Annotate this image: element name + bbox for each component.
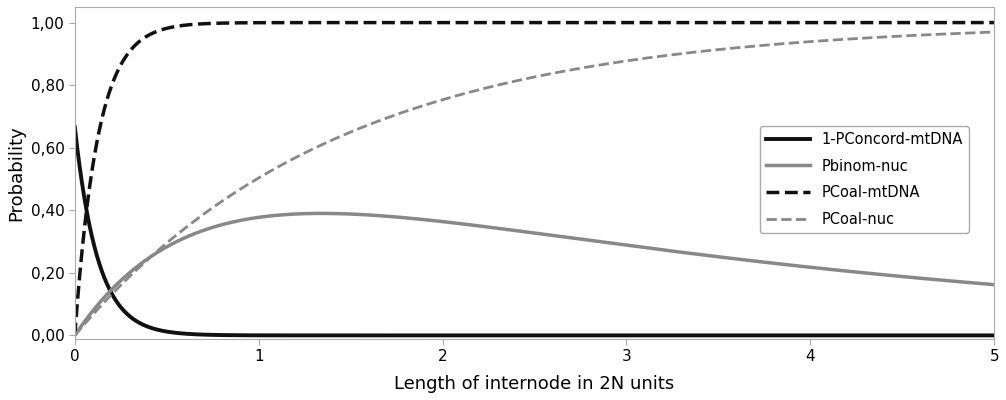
PCoal-nuc bbox=[461, 90, 473, 95]
Pbinom-nuc bbox=[871, 272, 883, 276]
1-PConcord-mtDNA bbox=[871, 333, 883, 338]
PCoal-nuc bbox=[228, 191, 240, 196]
Pbinom-nuc bbox=[422, 218, 434, 222]
Pbinom-nuc bbox=[228, 219, 240, 224]
1-PConcord-mtDNA bbox=[988, 333, 1000, 338]
PCoal-nuc bbox=[68, 333, 80, 338]
1-PConcord-mtDNA bbox=[174, 331, 186, 336]
Y-axis label: Probability: Probability bbox=[7, 125, 25, 221]
PCoal-mtDNA bbox=[971, 20, 983, 25]
X-axis label: Length of internode in 2N units: Length of internode in 2N units bbox=[394, 375, 675, 393]
Pbinom-nuc bbox=[971, 281, 983, 286]
Pbinom-nuc bbox=[68, 333, 80, 338]
Legend: 1-PConcord-mtDNA, Pbinom-nuc, PCoal-mtDNA, PCoal-nuc: 1-PConcord-mtDNA, Pbinom-nuc, PCoal-mtDN… bbox=[761, 126, 969, 233]
Pbinom-nuc bbox=[462, 222, 474, 227]
Line: 1-PConcord-mtDNA: 1-PConcord-mtDNA bbox=[74, 127, 994, 335]
1-PConcord-mtDNA bbox=[970, 333, 982, 338]
PCoal-mtDNA bbox=[871, 20, 883, 25]
PCoal-mtDNA bbox=[422, 20, 434, 25]
Line: Pbinom-nuc: Pbinom-nuc bbox=[74, 213, 994, 335]
PCoal-nuc bbox=[422, 102, 434, 107]
PCoal-nuc bbox=[174, 230, 186, 235]
PCoal-mtDNA bbox=[68, 333, 80, 338]
1-PConcord-mtDNA bbox=[228, 333, 240, 338]
PCoal-nuc bbox=[988, 30, 1000, 34]
PCoal-mtDNA bbox=[174, 24, 186, 28]
1-PConcord-mtDNA bbox=[461, 333, 473, 338]
Line: PCoal-nuc: PCoal-nuc bbox=[74, 32, 994, 335]
1-PConcord-mtDNA bbox=[68, 124, 80, 129]
PCoal-nuc bbox=[970, 30, 982, 35]
Pbinom-nuc bbox=[315, 211, 327, 216]
PCoal-mtDNA bbox=[930, 20, 942, 25]
PCoal-nuc bbox=[871, 35, 883, 40]
1-PConcord-mtDNA bbox=[422, 333, 434, 338]
Line: PCoal-mtDNA: PCoal-mtDNA bbox=[74, 22, 994, 335]
Pbinom-nuc bbox=[174, 238, 186, 242]
PCoal-mtDNA bbox=[988, 20, 1000, 25]
PCoal-mtDNA bbox=[228, 20, 240, 25]
PCoal-mtDNA bbox=[461, 20, 473, 25]
Pbinom-nuc bbox=[988, 282, 1000, 287]
